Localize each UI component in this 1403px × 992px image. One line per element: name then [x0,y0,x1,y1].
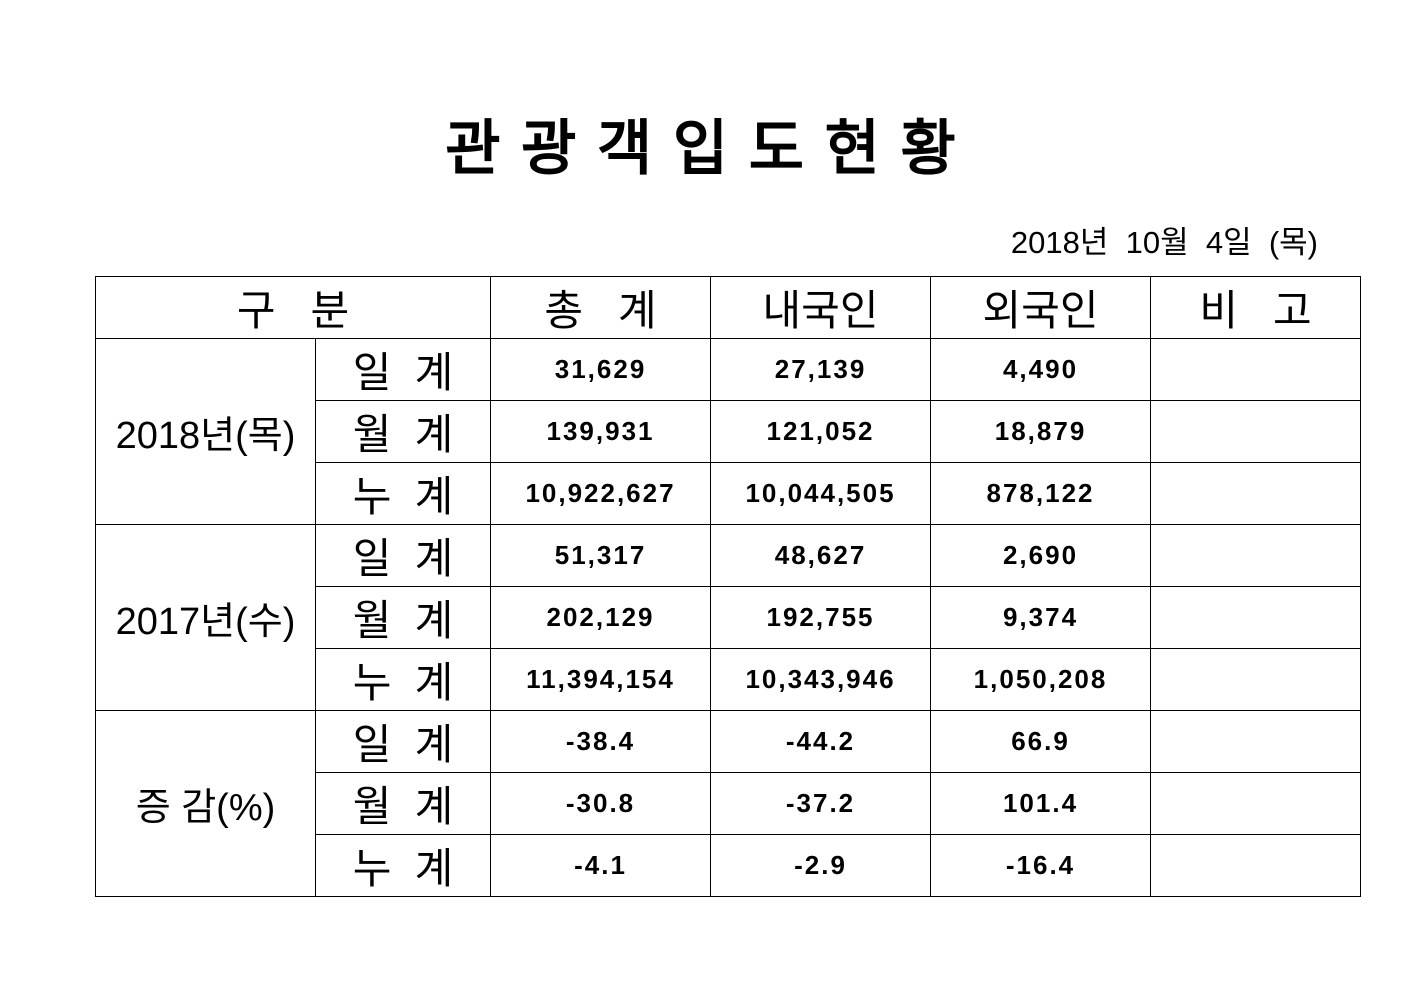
group-label-2018: 2018년(목) [95,338,316,525]
value-domestic: 48,627 [710,524,932,587]
group-label-2017: 2017년(수) [95,524,316,711]
value-total: 202,129 [490,586,712,649]
value-foreign: -16.4 [930,834,1152,897]
header-domestic: 내국인 [710,276,932,339]
value-foreign: 1,050,208 [930,648,1152,711]
value-foreign: 878,122 [930,462,1152,525]
period-label: 누 계 [314,648,492,711]
value-domestic: 27,139 [710,338,932,401]
note-cell [1150,834,1362,897]
note-cell [1150,772,1362,835]
value-total: 31,629 [490,338,712,401]
note-cell [1150,710,1362,773]
note-cell [1150,462,1362,525]
value-foreign: 66.9 [930,710,1152,773]
note-cell [1150,338,1362,401]
header-foreign: 외국인 [930,276,1152,339]
period-label: 월 계 [314,400,492,463]
note-cell [1150,586,1362,649]
period-label: 일 계 [314,710,492,773]
report-date: 2018년 10월 4일 (목) [1010,225,1318,260]
value-foreign: 101.4 [930,772,1152,835]
value-total: 139,931 [490,400,712,463]
value-foreign: 2,690 [930,524,1152,587]
header-note: 비 고 [1150,276,1362,339]
table-row: 누 계 -4.1 -2.9 -16.4 [96,834,1362,897]
table-row: 2018년(목) 일 계 31,629 27,139 4,490 [95,338,1362,525]
value-total: 11,394,154 [490,648,712,711]
value-foreign: 9,374 [930,586,1152,649]
value-domestic: 121,052 [710,400,932,463]
value-domestic: 192,755 [710,586,932,649]
period-label: 월 계 [314,586,492,649]
value-total: 10,922,627 [490,462,712,525]
table-row: 누 계 10,922,627 10,044,505 878,122 [96,462,1362,525]
note-cell [1150,648,1362,711]
note-cell [1150,524,1362,587]
value-total: 51,317 [490,524,712,587]
header-category: 구 분 [94,276,492,339]
value-foreign: 18,879 [930,400,1152,463]
value-total: -4.1 [490,834,712,897]
table-row: 누 계 11,394,154 10,343,946 1,050,208 [96,648,1362,711]
value-domestic: -37.2 [710,772,932,835]
value-domestic: -2.9 [710,834,932,897]
period-label: 일 계 [314,338,492,401]
page-title: 관 광 객 입 도 현 황 [445,115,958,182]
value-domestic: -44.2 [710,710,932,773]
value-domestic: 10,044,505 [710,462,932,525]
value-foreign: 4,490 [930,338,1152,401]
header-total: 총 계 [490,276,712,339]
arrivals-table: 구 분 총 계 내국인 외국인 비 고 2018년(목) 일 계 31,629 … [94,276,1362,897]
period-label: 누 계 [314,462,492,525]
table-row: 증 감(%) 일 계 -38.4 -44.2 66.9 [95,710,1362,897]
period-label: 누 계 [314,834,492,897]
table-row: 2017년(수) 일 계 51,317 48,627 2,690 [95,524,1362,711]
note-cell [1150,400,1362,463]
value-total: -38.4 [490,710,712,773]
period-label: 일 계 [314,524,492,587]
period-label: 월 계 [314,772,492,835]
value-domestic: 10,343,946 [710,648,932,711]
value-total: -30.8 [490,772,712,835]
table-row: 월 계 -30.8 -37.2 101.4 [96,772,1362,835]
group-label-change: 증 감(%) [95,710,316,897]
table-row: 월 계 202,129 192,755 9,374 [96,586,1362,649]
header-row: 구 분 총 계 내국인 외국인 비 고 [94,276,1362,339]
